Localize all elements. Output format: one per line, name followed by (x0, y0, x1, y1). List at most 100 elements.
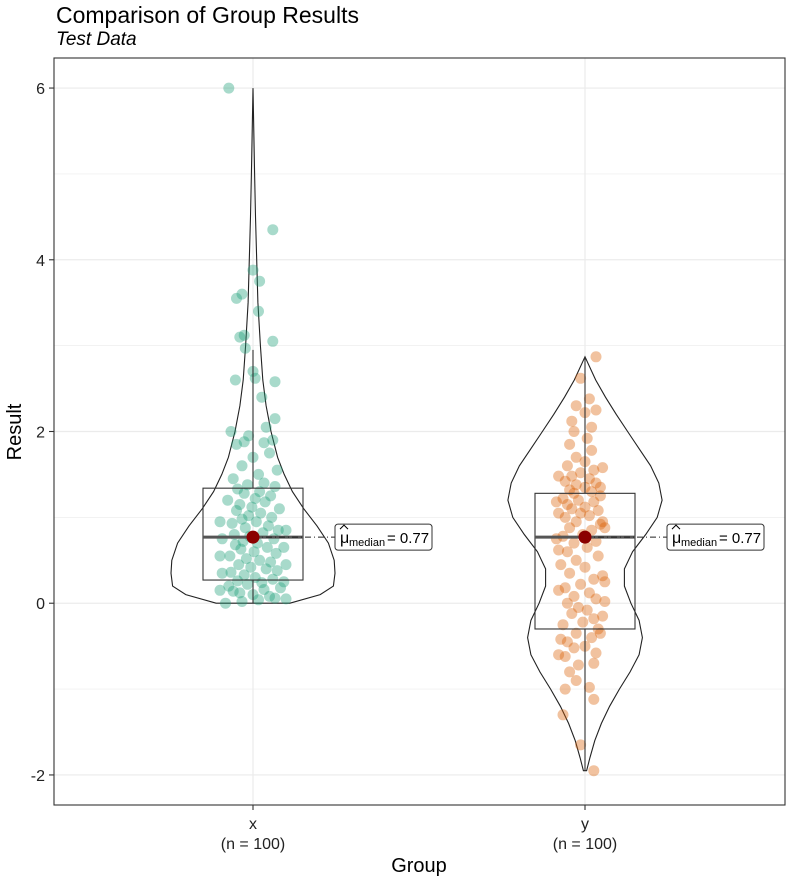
chart-title: Comparison of Group Results (56, 2, 359, 28)
point-y (561, 597, 573, 609)
point-x (232, 483, 244, 495)
point-x (236, 596, 248, 607)
point-y (586, 421, 598, 433)
point-x (236, 288, 248, 300)
point-y (559, 475, 571, 487)
point-y (581, 432, 593, 444)
point-x (267, 335, 279, 347)
point-y (570, 516, 582, 528)
x-tick-count: (n = 100) (221, 836, 285, 853)
point-y (557, 709, 569, 721)
point-y (550, 533, 562, 545)
point-y (588, 693, 600, 705)
point-y (579, 561, 591, 573)
median-subscript: median (681, 537, 717, 549)
point-x (238, 569, 250, 581)
chart-subtitle: Test Data (56, 29, 137, 50)
point-x (258, 437, 270, 449)
point-y (588, 613, 600, 625)
point-x (248, 546, 260, 558)
point-x (224, 550, 236, 562)
point-x (226, 517, 238, 529)
point-x (271, 464, 283, 476)
point-y (559, 511, 571, 523)
point-x (225, 426, 237, 437)
point-y (575, 467, 587, 479)
point-x (256, 391, 268, 403)
point-x (229, 539, 241, 551)
point-y (575, 507, 587, 519)
x-tick-label: y (581, 816, 589, 833)
point-x (273, 503, 285, 515)
point-x (245, 561, 257, 573)
point-x (259, 496, 271, 508)
point-x (260, 421, 272, 433)
point-y (570, 479, 582, 491)
boxplots (202, 349, 636, 771)
point-y (575, 578, 587, 590)
median-value-label: = 0.77 (719, 530, 761, 547)
violin-x (170, 88, 336, 604)
point-x (267, 224, 279, 236)
point-y (553, 649, 565, 661)
point-y (581, 541, 593, 553)
point-x (254, 486, 266, 498)
point-y (553, 470, 565, 482)
point-y (555, 559, 567, 571)
point-x (264, 447, 275, 459)
point-y (568, 590, 580, 602)
point-x (258, 477, 270, 489)
point-y (590, 351, 602, 363)
point-x (242, 479, 253, 491)
point-y (594, 481, 606, 493)
point-x (229, 374, 241, 386)
point-y (572, 494, 584, 506)
point-y (553, 544, 565, 556)
point-x (280, 559, 292, 571)
point-y (590, 593, 602, 605)
median-value-label: = 0.77 (387, 530, 429, 547)
x-tick-label: x (249, 816, 257, 833)
point-x (262, 520, 274, 532)
violins (170, 88, 663, 772)
point-x (247, 264, 259, 276)
point-y (599, 576, 611, 588)
point-y (594, 518, 606, 530)
point-y (570, 400, 582, 412)
point-y (559, 651, 571, 662)
point-x (227, 585, 239, 597)
point-x (216, 567, 228, 579)
x-axis: x (n = 100) y (n = 100) (221, 805, 617, 853)
point-x (225, 566, 237, 578)
x-tick-count: (n = 100) (553, 836, 617, 853)
point-y (597, 516, 609, 528)
point-y (590, 477, 602, 489)
point-x (249, 572, 261, 583)
point-y (583, 510, 595, 522)
point-y (599, 596, 611, 607)
point-y (588, 573, 600, 585)
point-x (253, 594, 264, 606)
point-x (249, 493, 261, 504)
point-x (272, 524, 284, 536)
violin-y (507, 355, 663, 772)
point-y (583, 473, 595, 485)
point-x (265, 490, 277, 502)
point-x (236, 460, 248, 472)
point-y (583, 681, 595, 693)
y-tick-label: 2 (36, 425, 45, 442)
point-x (269, 376, 281, 388)
point-x (236, 513, 248, 525)
point-y (586, 444, 598, 456)
point-y (557, 619, 569, 631)
y-tick-label: 0 (36, 596, 45, 613)
point-y (572, 659, 584, 671)
median-subscript: median (349, 537, 385, 549)
point-y (570, 451, 582, 463)
point-x (223, 580, 235, 592)
point-x (231, 438, 242, 450)
point-x (275, 582, 286, 594)
point-y (592, 550, 604, 562)
point-x (280, 524, 292, 536)
point-x (255, 507, 267, 519)
